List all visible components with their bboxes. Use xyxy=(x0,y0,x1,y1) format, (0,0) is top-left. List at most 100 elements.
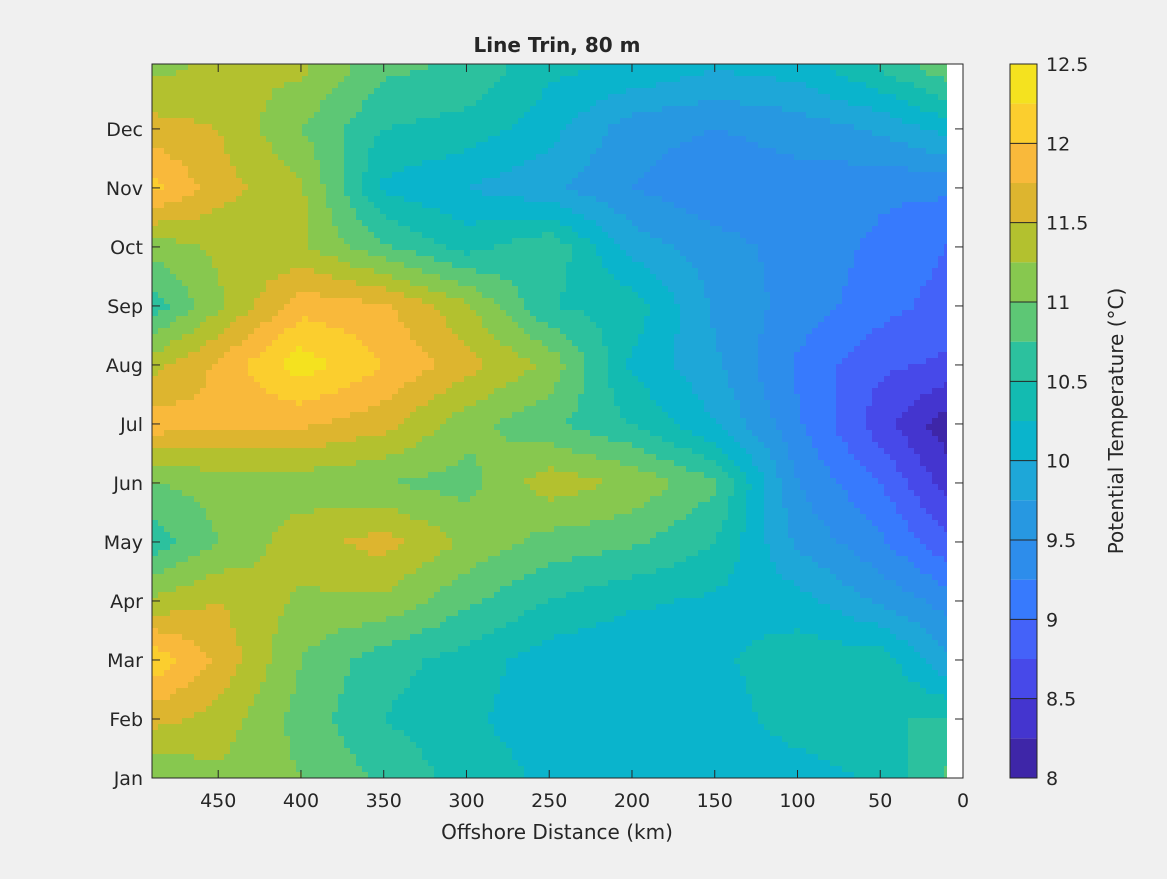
contour-cell xyxy=(440,220,447,227)
contour-cell xyxy=(896,136,903,143)
contour-cell xyxy=(470,166,477,173)
contour-cell xyxy=(440,262,447,269)
contour-cell xyxy=(386,118,393,125)
contour-cell xyxy=(398,94,405,101)
contour-cell xyxy=(818,100,825,107)
contour-cell xyxy=(314,250,321,257)
contour-cell xyxy=(206,202,213,209)
contour-cell xyxy=(158,256,165,263)
contour-cell xyxy=(788,100,795,107)
contour-cell xyxy=(596,280,603,287)
contour-cell xyxy=(266,220,273,227)
contour-cell xyxy=(878,208,885,215)
contour-cell xyxy=(356,148,363,155)
contour-cell xyxy=(332,232,339,239)
contour-cell xyxy=(320,70,327,77)
contour-cell xyxy=(806,166,813,173)
contour-cell xyxy=(308,70,315,77)
contour-cell xyxy=(452,136,459,143)
contour-cell xyxy=(698,70,705,77)
contour-cell xyxy=(326,202,333,209)
contour-cell xyxy=(446,178,453,185)
contour-cell xyxy=(734,64,741,71)
contour-cell xyxy=(734,172,741,179)
contour-cell xyxy=(530,82,537,89)
contour-cell xyxy=(788,184,795,191)
contour-cell xyxy=(626,118,633,125)
contour-cell xyxy=(524,136,531,143)
contour-cell xyxy=(578,130,585,137)
contour-cell xyxy=(356,268,363,275)
contour-cell xyxy=(608,124,615,131)
contour-cell xyxy=(512,286,519,293)
contour-cell xyxy=(800,124,807,131)
contour-cell xyxy=(830,190,837,197)
contour-cell xyxy=(518,250,525,257)
contour-cell xyxy=(308,268,315,275)
contour-cell xyxy=(710,148,717,155)
contour-cell xyxy=(494,172,501,179)
contour-cell xyxy=(440,256,447,263)
contour-cell xyxy=(560,214,567,221)
contour-cell xyxy=(326,250,333,257)
contour-cell xyxy=(656,148,663,155)
contour-cell xyxy=(890,118,897,125)
contour-cell xyxy=(440,274,447,281)
contour-cell xyxy=(260,166,267,173)
contour-cell xyxy=(938,280,945,287)
contour-cell xyxy=(296,274,303,281)
contour-cell xyxy=(218,280,225,287)
contour-cell xyxy=(326,268,333,275)
contour-cell xyxy=(482,118,489,125)
contour-cell xyxy=(572,250,579,257)
contour-cell xyxy=(728,88,735,95)
contour-cell xyxy=(218,154,225,161)
contour-cell xyxy=(926,220,933,227)
contour-cell xyxy=(770,226,777,233)
contour-cell xyxy=(566,202,573,209)
contour-cell xyxy=(578,202,585,209)
contour-cell xyxy=(848,190,855,197)
contour-cell xyxy=(752,250,759,257)
contour-cell xyxy=(332,94,339,101)
contour-cell xyxy=(260,250,267,257)
contour-cell xyxy=(308,148,315,155)
contour-cell xyxy=(500,190,507,197)
contour-cell xyxy=(242,172,249,179)
contour-cell xyxy=(434,190,441,197)
contour-cell xyxy=(740,250,747,257)
contour-cell xyxy=(206,88,213,95)
contour-cell xyxy=(824,70,831,77)
contour-cell xyxy=(608,190,615,197)
contour-cell xyxy=(200,70,207,77)
contour-cell xyxy=(800,196,807,203)
contour-cell xyxy=(734,142,741,149)
contour-cell xyxy=(500,232,507,239)
contour-cell xyxy=(344,238,351,245)
contour-cell xyxy=(902,232,909,239)
contour-cell xyxy=(248,262,255,269)
contour-cell xyxy=(794,202,801,209)
contour-cell xyxy=(428,64,435,71)
contour-cell xyxy=(356,136,363,143)
contour-cell xyxy=(482,112,489,119)
contour-cell xyxy=(590,274,597,281)
contour-cell xyxy=(482,256,489,263)
contour-cell xyxy=(638,112,645,119)
contour-cell xyxy=(434,196,441,203)
contour-cell xyxy=(824,184,831,191)
contour-cell xyxy=(884,190,891,197)
contour-cell xyxy=(866,130,873,137)
contour-cell xyxy=(770,118,777,125)
contour-cell xyxy=(770,106,777,113)
contour-cell xyxy=(782,106,789,113)
contour-cell xyxy=(500,142,507,149)
contour-cell xyxy=(902,220,909,227)
contour-cell xyxy=(710,208,717,215)
contour-cell xyxy=(716,226,723,233)
contour-cell xyxy=(428,130,435,137)
contour-cell xyxy=(698,268,705,275)
contour-cell xyxy=(848,268,855,275)
contour-cell xyxy=(266,142,273,149)
contour-cell xyxy=(362,256,369,263)
